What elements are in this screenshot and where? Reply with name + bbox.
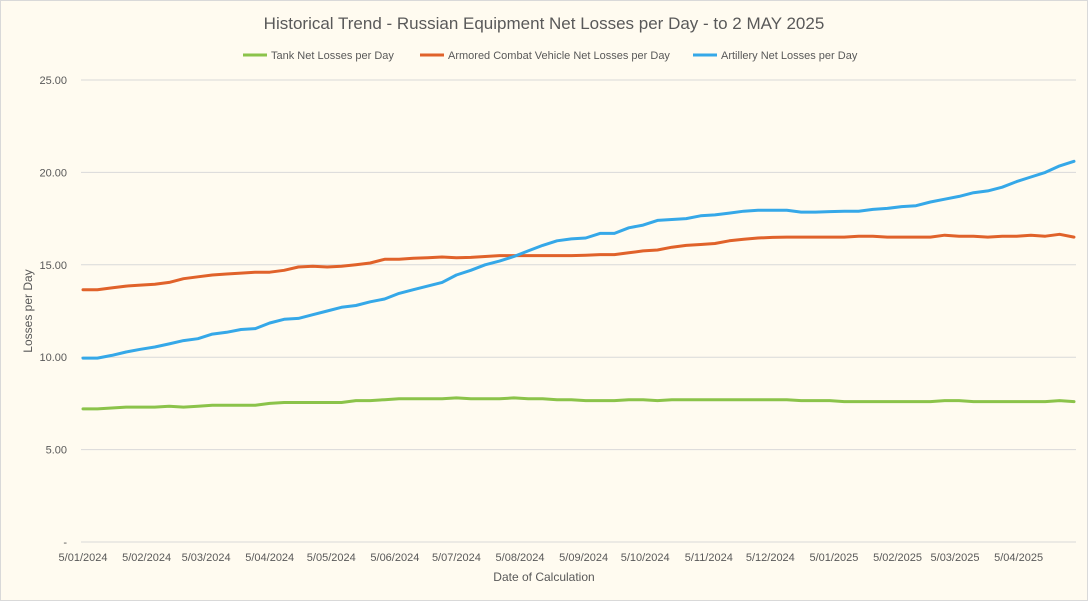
x-tick-label: 5/04/2024 xyxy=(245,552,294,564)
x-tick-label: 5/10/2024 xyxy=(621,552,670,564)
x-tick-label: 5/07/2024 xyxy=(432,552,481,564)
chart-title: Historical Trend - Russian Equipment Net… xyxy=(264,14,825,33)
y-tick-label: 10.00 xyxy=(39,352,67,364)
gridlines xyxy=(81,79,1076,543)
y-axis-ticks: - 5.00 10.00 15.00 20.00 25.00 xyxy=(39,75,67,549)
x-tick-label: 5/06/2024 xyxy=(370,552,419,564)
x-axis-title: Date of Calculation xyxy=(493,570,594,584)
legend-item: Armored Combat Vehicle Net Losses per Da… xyxy=(420,50,670,62)
x-tick-label: 5/05/2024 xyxy=(307,552,356,564)
legend-label: Tank Net Losses per Day xyxy=(271,50,394,62)
y-tick-label: 5.00 xyxy=(46,445,67,457)
series-line xyxy=(81,159,1076,360)
x-tick-label: 5/01/2024 xyxy=(59,552,108,564)
y-tick-label: 25.00 xyxy=(39,75,67,87)
series-line xyxy=(81,232,1076,292)
legend-item: Artillery Net Losses per Day xyxy=(693,50,858,62)
x-tick-label: 5/02/2025 xyxy=(873,552,922,564)
series-line xyxy=(81,396,1076,411)
legend-item: Tank Net Losses per Day xyxy=(243,50,394,62)
x-tick-label: 5/12/2024 xyxy=(746,552,795,564)
x-tick-label: 5/02/2024 xyxy=(122,552,171,564)
x-tick-label: 5/09/2024 xyxy=(559,552,608,564)
x-tick-label: 5/01/2025 xyxy=(809,552,858,564)
y-tick-label: 20.00 xyxy=(39,167,67,179)
legend-label: Armored Combat Vehicle Net Losses per Da… xyxy=(448,50,670,62)
x-tick-label: 5/03/2024 xyxy=(182,552,231,564)
y-axis-title: Losses per Day xyxy=(21,269,35,352)
x-tick-label: 5/11/2024 xyxy=(685,552,733,564)
x-tick-label: 5/03/2025 xyxy=(931,552,980,564)
x-axis-ticks: 5/01/2024 5/02/2024 5/03/2024 5/04/2024 5/05… xyxy=(59,552,1044,564)
legend-label: Artillery Net Losses per Day xyxy=(721,50,858,62)
x-tick-label: 5/08/2024 xyxy=(496,552,545,564)
x-tick-label: 5/04/2025 xyxy=(994,552,1043,564)
y-tick-label: - xyxy=(63,537,67,549)
series-lines xyxy=(81,159,1076,411)
y-tick-label: 15.00 xyxy=(39,260,67,272)
legend: Tank Net Losses per Day Armored Combat Ve… xyxy=(243,50,858,62)
